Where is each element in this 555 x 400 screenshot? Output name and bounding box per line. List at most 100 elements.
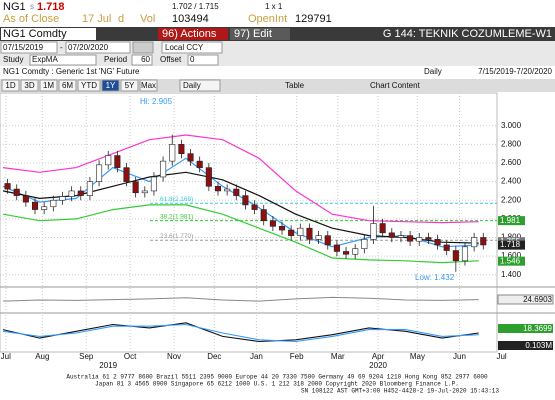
last-price: 1.718 [37, 1, 65, 13]
candle-body [214, 185, 222, 192]
x-tick-label: Oct [124, 352, 137, 361]
x-tick-label: Mar [331, 352, 345, 361]
panel3-tag [498, 324, 553, 333]
price-tag-label: 1.981 [500, 216, 521, 225]
candle-body [333, 244, 340, 252]
candle-body [269, 220, 276, 227]
period-label: Period [104, 55, 127, 64]
candle-body [379, 223, 386, 234]
candle-body [41, 206, 48, 210]
candle-body [187, 153, 194, 162]
panel3-line [2, 323, 479, 343]
candle-body [315, 235, 322, 240]
page-title: G 144: TEKNIK COZUMLEME-W1 [383, 28, 552, 40]
y-tick-label: 1.400 [501, 270, 522, 279]
year-label: 2020 [369, 361, 387, 370]
offset-input[interactable] [187, 54, 219, 66]
fib-label: 23.6(1.770) [160, 233, 193, 240]
x-tick-label: Jun [453, 352, 466, 361]
currency: Local CCY [165, 43, 204, 52]
candle-body [278, 226, 286, 231]
candle-body [31, 201, 39, 210]
candle-body [196, 160, 203, 168]
footer-line: Australia 61 2 9777 8600 Brazil 5511 239… [66, 374, 488, 381]
x-tick-label: Nov [167, 352, 181, 361]
candle-body [251, 204, 258, 210]
ticker: NG1 [3, 1, 26, 13]
candle-body [224, 188, 231, 192]
candle-body [50, 199, 57, 208]
period: 60 [141, 55, 150, 64]
x-tick-label: Aug [35, 352, 49, 361]
security-input[interactable] [1, 28, 96, 40]
candle-body [132, 181, 139, 194]
candle-body [96, 164, 103, 182]
year-label: 2019 [99, 361, 117, 370]
date: 17 Jul [82, 13, 111, 25]
candle-body [123, 167, 130, 182]
tab-label: 1Y [106, 81, 116, 90]
nav-buttons[interactable] [132, 41, 154, 54]
footer-line: Japan 81 3 4565 8900 Singapore 65 6212 1… [95, 381, 459, 388]
period-input[interactable] [131, 54, 153, 66]
chart-content-label: Chart Content [370, 81, 421, 90]
tab[interactable] [120, 79, 139, 92]
tab[interactable] [101, 79, 120, 92]
vol: 103494 [172, 13, 209, 25]
candle-body [416, 237, 423, 242]
indicator-line [2, 204, 479, 264]
panel3-tag [498, 341, 553, 350]
candle-body [452, 250, 459, 262]
price-tag [498, 256, 525, 266]
panel2-line [2, 296, 479, 302]
candle-body [343, 251, 350, 255]
vol-label: Vol [140, 13, 155, 25]
oi: 129791 [295, 13, 332, 25]
edit-button[interactable] [230, 28, 290, 40]
tab[interactable] [58, 79, 77, 92]
end-input[interactable] [65, 41, 131, 54]
candle-body [233, 188, 240, 196]
candle-body [114, 155, 121, 168]
y-tick-label: 2.800 [501, 139, 522, 148]
currency-select[interactable] [161, 41, 223, 54]
candle-body [205, 167, 212, 187]
start-input[interactable] [0, 41, 58, 54]
candle-body [461, 246, 469, 262]
x-tick-label: Feb [290, 352, 304, 361]
footer-line: SN 108122 AST GMT+3:00 H452-4428-2 19-Ju… [301, 388, 499, 395]
candle-body [324, 235, 331, 246]
panel3-line [2, 322, 479, 343]
tab[interactable] [20, 79, 39, 92]
y-tick-label: 2.200 [501, 195, 522, 204]
tab-label: 1M [43, 81, 54, 90]
end-date: 07/20/2020 [68, 43, 109, 52]
tab[interactable] [1, 79, 20, 92]
tab[interactable] [39, 79, 58, 92]
y-tick-label: 3.000 [501, 121, 522, 130]
candle-body [306, 227, 313, 240]
candle-body [288, 229, 295, 236]
tab[interactable] [139, 79, 158, 92]
candle-body [480, 237, 487, 246]
frequency: Daily [424, 67, 442, 76]
study-select[interactable] [29, 54, 97, 66]
candle-body [407, 235, 414, 242]
price-tag-label: 1.546 [500, 256, 521, 265]
tab-row [0, 79, 555, 92]
fib-label: 61.8(2.168) [160, 196, 193, 203]
indicator-line [2, 134, 479, 224]
study: ExpMA [32, 55, 58, 64]
date-range: 7/15/2019-7/20/2020 [478, 67, 552, 76]
candle-body [178, 144, 185, 154]
candle-body [169, 144, 176, 162]
price-tag [498, 216, 525, 226]
panel3-tag-label: 0.103M [525, 341, 552, 350]
edit: 97) Edit [234, 28, 272, 40]
description: NG1 Comdty : Generic 1st 'NG' Future [3, 67, 140, 76]
actions-button[interactable] [158, 28, 228, 40]
period-select[interactable] [179, 79, 221, 92]
tab[interactable] [77, 79, 101, 92]
candle-body [4, 183, 11, 190]
